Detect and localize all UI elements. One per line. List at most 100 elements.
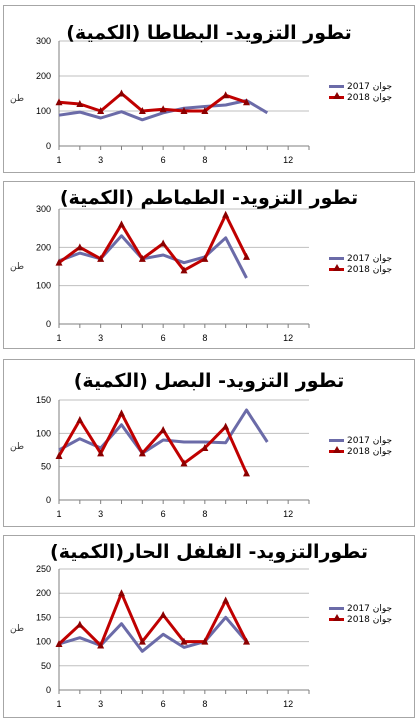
legend-item-2017: جوان 2017 xyxy=(329,436,392,447)
x-tick-label: 12 xyxy=(283,155,293,165)
chart-title: تطورالتزويد- الفلفل الحار(الكمية) xyxy=(50,541,368,563)
y-tick-label: 0 xyxy=(46,685,51,695)
legend-swatch-2018 xyxy=(329,446,344,453)
legend-swatch-2018 xyxy=(329,614,344,621)
data-point-2018 xyxy=(55,258,63,266)
legend-swatch-2018 xyxy=(329,264,344,271)
data-point-2018 xyxy=(201,444,209,451)
x-tick-label: 3 xyxy=(98,509,103,519)
data-point-2018 xyxy=(243,98,250,106)
x-tick-label: 8 xyxy=(202,333,207,343)
data-point-2018 xyxy=(180,637,188,645)
series-line-2018 xyxy=(58,213,248,272)
series-line-2018 xyxy=(58,92,247,113)
y-tick-label: 200 xyxy=(36,242,51,252)
y-axis-label: طن xyxy=(10,262,25,272)
y-axis-label: طن xyxy=(10,94,25,104)
x-tick-label: 6 xyxy=(161,155,166,165)
legend-label-2017: جوان 2017 xyxy=(347,254,393,264)
data-point-2018 xyxy=(138,449,146,457)
legend: جوان 2017 جوان 2018 xyxy=(329,604,392,626)
x-tick-label: 8 xyxy=(202,509,207,519)
y-tick-label: 150 xyxy=(36,612,51,622)
data-point-2018 xyxy=(97,254,105,262)
chart-panel-tomato: 0 100 200 300 1 3 6 8 12 تطور التزويد- الطماطم (… xyxy=(3,181,415,349)
data-point-2018 xyxy=(97,449,105,457)
legend-swatch-2017 xyxy=(329,607,344,610)
y-tick-label: 150 xyxy=(36,395,51,405)
data-point-2018 xyxy=(76,243,84,251)
series-line-2018 xyxy=(57,591,248,647)
x-tick-label: 1 xyxy=(56,699,61,709)
data-point-2018 xyxy=(76,416,84,423)
data-point-2018 xyxy=(76,620,84,628)
legend-swatch-2018 xyxy=(329,92,344,99)
legend-swatch-2017 xyxy=(329,257,344,260)
x-tick-label: 8 xyxy=(202,699,207,709)
y-tick-label: 50 xyxy=(41,661,51,671)
series-line-2017 xyxy=(58,615,248,653)
chart-panel-onion: 0 50 100 150 1 3 6 8 12 تطور التزويد- البصل (الك… xyxy=(3,359,415,527)
legend-marker-2018 xyxy=(333,264,341,271)
x-tick-label: 3 xyxy=(98,155,103,165)
legend-label-2018: جوان 2018 xyxy=(347,93,393,103)
legend-label-2017: جوان 2017 xyxy=(347,604,393,614)
legend: جوان 2017 جوان 2018 xyxy=(329,82,392,104)
x-tick-label: 3 xyxy=(98,333,103,343)
data-point-2018 xyxy=(97,641,105,649)
data-point-2018 xyxy=(180,107,188,114)
legend: جوان 2017 جوان 2018 xyxy=(329,436,392,458)
y-tick-label: 250 xyxy=(36,564,51,574)
chart-title: تطور التزويد- البصل (الكمية) xyxy=(73,370,345,392)
data-point-2018 xyxy=(222,210,230,218)
legend-marker-2018 xyxy=(333,92,341,99)
data-point-2018 xyxy=(55,98,63,106)
chart-svg-potato: 0 100 200 300 1 3 6 8 12 xyxy=(36,36,310,165)
y-tick-label: 50 xyxy=(41,462,51,472)
series-line-2017 xyxy=(58,234,248,279)
y-tick-label: 0 xyxy=(46,141,51,151)
legend-item-2017: جوان 2017 xyxy=(329,254,392,265)
legend-label-2018: جوان 2018 xyxy=(347,615,393,625)
chart-title: تطور التزويد- الطماطم (الكمية) xyxy=(59,187,359,209)
data-point-2018 xyxy=(222,91,230,99)
data-point-2018 xyxy=(222,422,230,430)
data-point-2018 xyxy=(201,107,209,114)
y-tick-label: 0 xyxy=(46,319,51,329)
x-tick-label: 1 xyxy=(56,333,61,343)
legend-label-2018: جوان 2018 xyxy=(347,265,393,275)
y-axis-label: طن xyxy=(10,442,25,452)
data-point-2018 xyxy=(55,640,63,648)
data-point-2018 xyxy=(159,610,167,618)
legend-item-2018: جوان 2018 xyxy=(329,614,393,626)
legend-label-2017: جوان 2017 xyxy=(347,82,393,92)
legend-marker-2018 xyxy=(333,446,341,453)
y-tick-label: 100 xyxy=(36,428,51,438)
data-point-2018 xyxy=(222,596,230,604)
y-tick-label: 100 xyxy=(36,106,51,116)
data-point-2018 xyxy=(138,637,146,645)
series-line-2018 xyxy=(57,411,248,474)
legend-item-2018: جوان 2018 xyxy=(329,92,393,104)
y-tick-label: 100 xyxy=(36,637,51,647)
y-tick-label: 100 xyxy=(36,281,51,291)
legend-marker-2018 xyxy=(333,614,341,621)
x-tick-label: 1 xyxy=(56,155,61,165)
x-tick-label: 12 xyxy=(283,699,293,709)
data-point-2018 xyxy=(118,409,125,417)
x-tick-label: 6 xyxy=(161,333,166,343)
x-tick-label: 3 xyxy=(98,699,103,709)
data-point-2018 xyxy=(138,254,146,262)
chart-svg-onion: 0 50 100 150 1 3 6 8 12 xyxy=(36,395,310,519)
y-tick-label: 300 xyxy=(36,204,51,214)
x-tick-label: 8 xyxy=(202,155,207,165)
y-axis-label: طن xyxy=(10,624,25,634)
legend-swatch-2017 xyxy=(329,85,344,88)
data-point-2018 xyxy=(180,266,188,274)
data-point-2018 xyxy=(76,100,84,107)
data-point-2018 xyxy=(243,637,250,645)
data-point-2018 xyxy=(159,239,167,247)
x-tick-label: 6 xyxy=(161,699,166,709)
legend-item-2018: جوان 2018 xyxy=(329,264,393,276)
data-point-2018 xyxy=(201,637,209,645)
